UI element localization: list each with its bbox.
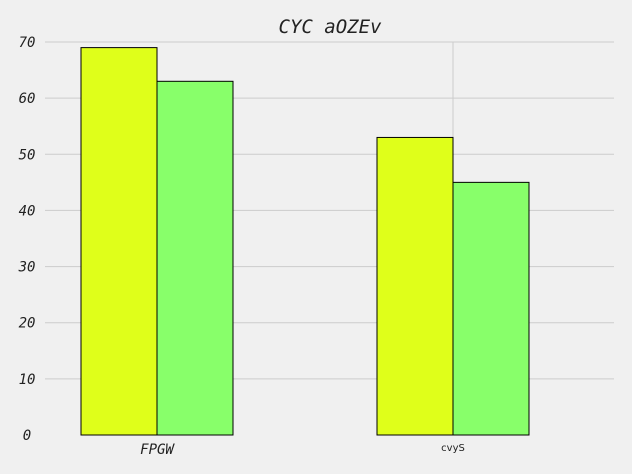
x-tick-labels: FPGW cvyS (140, 442, 465, 458)
y-tick-labels: 0 10 20 30 40 50 60 70 (18, 35, 36, 444)
bar-series1-FPGW (80, 47, 158, 436)
chart-title: CYC aOZEv (279, 16, 383, 38)
y-tick-label: 50 (19, 147, 36, 163)
bars (80, 47, 530, 436)
bar-series2-cvyS (452, 181, 530, 436)
x-tick-label: cvyS (441, 443, 465, 454)
bar-series1-cvyS (376, 136, 454, 436)
y-tick-label: 30 (18, 260, 36, 276)
y-tick-label: 40 (19, 203, 36, 219)
y-tick-label: 10 (19, 372, 36, 388)
x-tick-label: FPGW (140, 442, 175, 458)
y-tick-label: 60 (19, 91, 36, 107)
y-tick-label: 70 (19, 35, 36, 51)
y-tick-label: 0 (23, 428, 31, 444)
y-tick-label: 20 (19, 316, 36, 332)
bar-series2-FPGW (156, 80, 234, 436)
